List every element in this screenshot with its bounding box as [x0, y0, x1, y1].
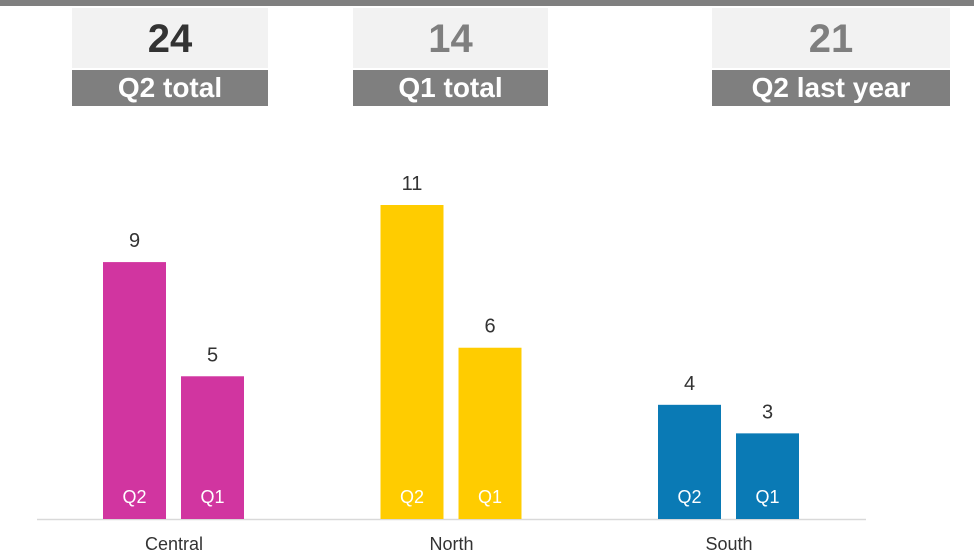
bar — [380, 205, 444, 519]
series-label: Q1 — [755, 487, 779, 507]
series-label: Q2 — [400, 487, 424, 507]
x-tick-label: Central — [145, 534, 203, 554]
kpi-label: Q2 total — [72, 70, 268, 106]
series-label: Q1 — [478, 487, 502, 507]
kpi-card: 21 Q2 last year — [712, 8, 950, 106]
kpi-value: 14 — [353, 8, 548, 68]
kpi-label: Q2 last year — [712, 70, 950, 106]
kpi-card: 14 Q1 total — [353, 8, 548, 106]
x-tick-label: North — [429, 534, 473, 554]
bar — [658, 404, 721, 519]
kpi-label: Q1 total — [353, 70, 548, 106]
value-label: 4 — [684, 373, 695, 395]
value-label: 5 — [207, 344, 218, 366]
kpi-card: 24 Q2 total — [72, 8, 268, 106]
bar — [103, 262, 166, 519]
x-tick-label: South — [705, 534, 752, 554]
kpi-value: 21 — [712, 8, 950, 68]
series-label: Q2 — [122, 487, 146, 507]
kpi-value: 24 — [72, 8, 268, 68]
value-label: 6 — [484, 316, 495, 338]
value-label: 3 — [762, 401, 773, 423]
series-label: Q2 — [677, 487, 701, 507]
value-label: 11 — [402, 173, 423, 195]
value-label: 9 — [129, 230, 140, 252]
bar — [181, 376, 244, 519]
bar — [736, 433, 799, 519]
title-band — [0, 0, 974, 6]
series-label: Q1 — [200, 487, 224, 507]
bar — [458, 347, 522, 519]
